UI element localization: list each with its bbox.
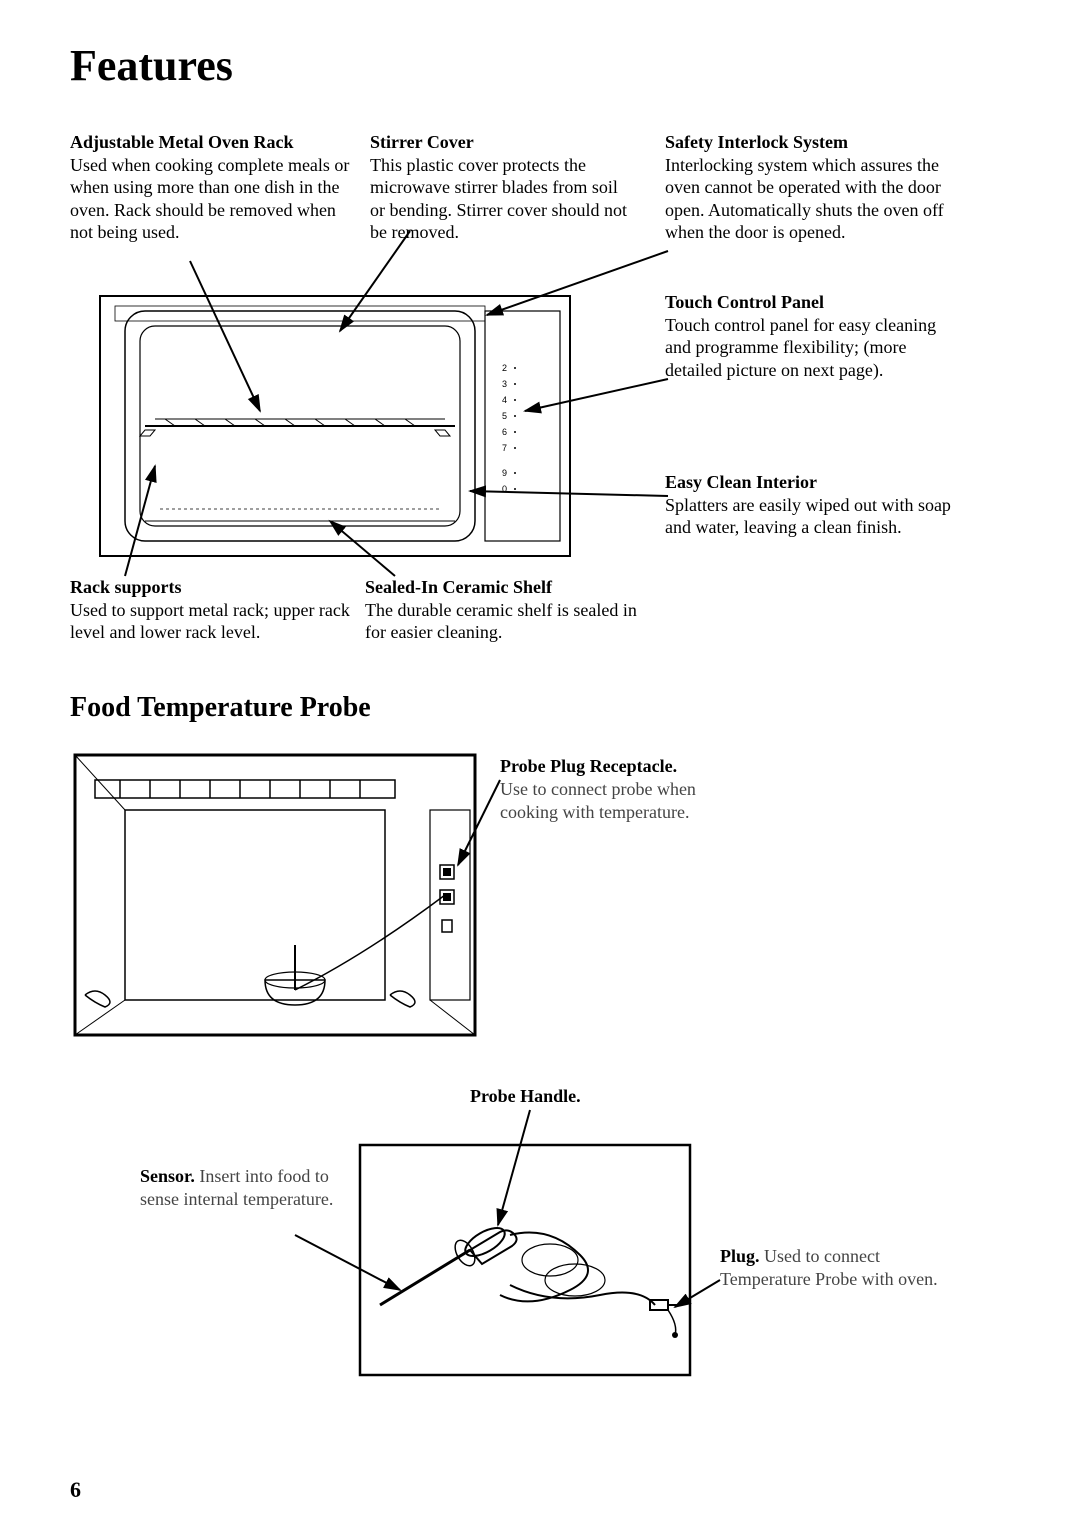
label-title: Plug.	[720, 1246, 760, 1266]
page-title: Features	[70, 40, 1010, 91]
svg-text:0: 0	[502, 484, 507, 494]
feature-body: Used when cooking complete meals or when…	[70, 155, 349, 243]
feature-body: Used to support metal rack; upper rack l…	[70, 600, 350, 643]
feature-body: Splatters are easily wiped out with soap…	[665, 495, 951, 538]
svg-text:6: 6	[502, 427, 507, 437]
section-title-probe: Food Temperature Probe	[70, 691, 1010, 725]
feature-body: Interlocking system which assures the ov…	[665, 155, 944, 243]
probe-plug-label: Plug. Used to connect Temperature Probe …	[720, 1245, 970, 1292]
probe-detail-area: Probe Handle. Sensor. Insert into food t…	[70, 1085, 1010, 1405]
feature-stirrer-cover: Stirrer Cover This plastic cover protect…	[370, 131, 635, 244]
feature-easy-clean: Easy Clean Interior Splatters are easily…	[665, 471, 975, 539]
page-number: 6	[70, 1477, 81, 1503]
feature-title: Adjustable Metal Oven Rack	[70, 132, 294, 152]
probe-sensor-label: Sensor. Insert into food to sense intern…	[140, 1165, 350, 1212]
features-diagram-area: Adjustable Metal Oven Rack Used when coo…	[70, 131, 1010, 651]
svg-text:2: 2	[502, 363, 507, 373]
feature-body: Touch control panel for easy cleaning an…	[665, 315, 936, 380]
feature-title: Stirrer Cover	[370, 132, 474, 152]
probe-oven-area: Probe Plug Receptacle. Use to connect pr…	[70, 745, 1010, 1075]
label-body: Use to connect probe when cooking with t…	[500, 779, 696, 822]
feature-rack-supports: Rack supports Used to support metal rack…	[70, 576, 350, 644]
feature-safety-interlock: Safety Interlock System Interlocking sys…	[665, 131, 975, 244]
svg-text:9: 9	[502, 468, 507, 478]
svg-text:3: 3	[502, 379, 507, 389]
label-title: Sensor.	[140, 1166, 195, 1186]
label-title: Probe Plug Receptacle.	[500, 756, 677, 776]
feature-adjustable-rack: Adjustable Metal Oven Rack Used when coo…	[70, 131, 350, 244]
feature-body: This plastic cover protects the microwav…	[370, 155, 627, 243]
probe-handle-label: Probe Handle.	[470, 1085, 770, 1108]
feature-title: Safety Interlock System	[665, 132, 848, 152]
feature-touch-panel: Touch Control Panel Touch control panel …	[665, 291, 965, 381]
feature-title: Easy Clean Interior	[665, 472, 817, 492]
svg-text:5: 5	[502, 411, 507, 421]
label-title: Probe Handle.	[470, 1086, 581, 1106]
probe-receptacle-label: Probe Plug Receptacle. Use to connect pr…	[500, 755, 750, 825]
svg-text:4: 4	[502, 395, 507, 405]
feature-body: The durable ceramic shelf is sealed in f…	[365, 600, 637, 643]
feature-ceramic-shelf: Sealed-In Ceramic Shelf The durable cera…	[365, 576, 645, 644]
svg-text:7: 7	[502, 443, 507, 453]
feature-title: Sealed-In Ceramic Shelf	[365, 577, 552, 597]
feature-title: Touch Control Panel	[665, 292, 824, 312]
feature-title: Rack supports	[70, 577, 182, 597]
